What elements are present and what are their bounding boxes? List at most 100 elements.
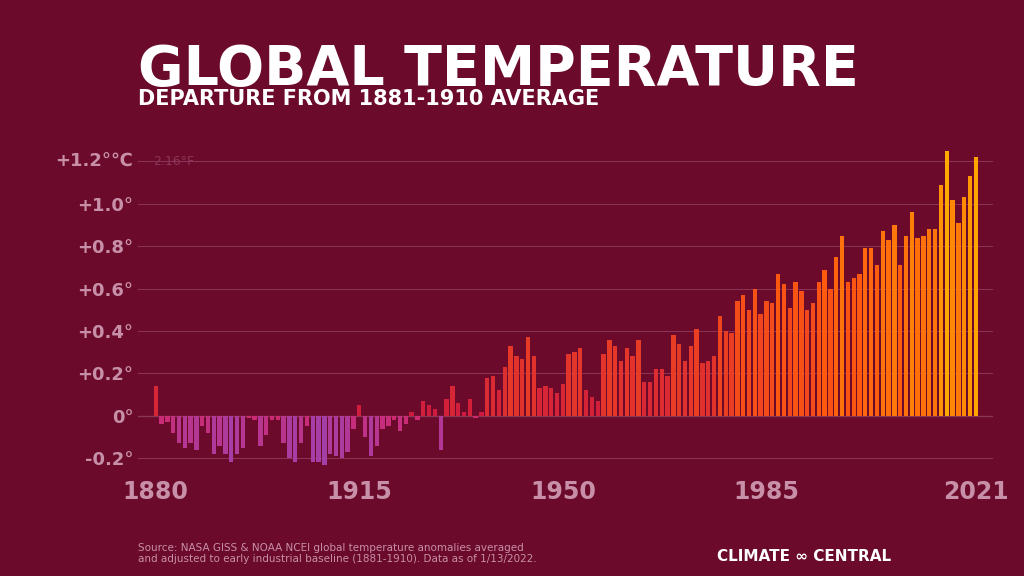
Bar — [171, 416, 175, 433]
Bar — [962, 198, 967, 416]
Bar — [846, 282, 850, 416]
Bar — [677, 344, 681, 416]
Bar — [787, 308, 792, 416]
Text: CLIMATE ∞ CENTRAL: CLIMATE ∞ CENTRAL — [717, 550, 891, 564]
Bar — [653, 369, 658, 416]
Bar — [857, 274, 861, 416]
Bar — [707, 361, 711, 416]
Bar — [229, 416, 233, 463]
Bar — [887, 240, 891, 416]
Bar — [659, 369, 664, 416]
Bar — [223, 416, 227, 454]
Bar — [863, 248, 867, 416]
Bar — [444, 399, 449, 416]
Bar — [939, 185, 943, 416]
Bar — [497, 391, 501, 416]
Bar — [590, 397, 594, 416]
Bar — [479, 412, 483, 416]
Bar — [305, 416, 309, 426]
Bar — [781, 285, 786, 416]
Bar — [392, 416, 396, 420]
Bar — [154, 386, 158, 416]
Bar — [584, 391, 589, 416]
Bar — [288, 416, 292, 458]
Bar — [543, 386, 548, 416]
Bar — [776, 274, 780, 416]
Bar — [828, 289, 833, 416]
Bar — [485, 378, 489, 416]
Bar — [944, 151, 949, 416]
Bar — [531, 357, 536, 416]
Bar — [922, 236, 926, 416]
Bar — [520, 359, 524, 416]
Bar — [718, 316, 722, 416]
Bar — [596, 401, 600, 416]
Bar — [456, 403, 461, 416]
Bar — [735, 301, 739, 416]
Bar — [904, 236, 908, 416]
Bar — [188, 416, 193, 444]
Bar — [974, 157, 978, 416]
Bar — [503, 367, 507, 416]
Bar — [362, 416, 368, 437]
Bar — [217, 416, 222, 445]
Bar — [351, 416, 355, 429]
Bar — [746, 310, 752, 416]
Bar — [416, 416, 420, 420]
Text: 2.16°F: 2.16°F — [153, 155, 194, 168]
Bar — [538, 388, 542, 416]
Bar — [410, 412, 414, 416]
Bar — [200, 416, 205, 426]
Bar — [898, 266, 902, 416]
Bar — [700, 363, 705, 416]
Bar — [490, 376, 496, 416]
Bar — [927, 229, 932, 416]
Bar — [840, 236, 844, 416]
Bar — [671, 335, 676, 416]
Bar — [282, 416, 286, 444]
Bar — [811, 304, 815, 416]
Bar — [601, 354, 606, 416]
Bar — [316, 416, 321, 463]
Bar — [468, 399, 472, 416]
Bar — [874, 266, 880, 416]
Bar — [607, 339, 611, 416]
Bar — [572, 353, 577, 416]
Bar — [299, 416, 303, 444]
Bar — [759, 314, 763, 416]
Bar — [234, 416, 240, 454]
Bar — [852, 278, 856, 416]
Bar — [683, 361, 687, 416]
Bar — [642, 382, 646, 416]
Bar — [369, 416, 373, 456]
Bar — [427, 406, 431, 416]
Bar — [549, 388, 553, 416]
Bar — [160, 416, 164, 425]
Bar — [648, 382, 652, 416]
Bar — [258, 416, 262, 445]
Bar — [770, 304, 774, 416]
Bar — [334, 416, 338, 456]
Text: +1.2°℃: +1.2°℃ — [54, 153, 132, 170]
Bar — [182, 416, 187, 448]
Bar — [555, 392, 559, 416]
Bar — [933, 229, 937, 416]
Bar — [764, 301, 769, 416]
Bar — [753, 289, 757, 416]
Bar — [380, 416, 385, 429]
Text: DEPARTURE FROM 1881-1910 AVERAGE: DEPARTURE FROM 1881-1910 AVERAGE — [138, 89, 599, 109]
Bar — [968, 176, 972, 416]
Bar — [566, 354, 570, 416]
Bar — [323, 416, 327, 465]
Bar — [514, 357, 518, 416]
Bar — [270, 416, 274, 420]
Bar — [241, 416, 245, 448]
Bar — [909, 213, 914, 416]
Bar — [421, 401, 425, 416]
Bar — [357, 406, 361, 416]
Bar — [293, 416, 297, 463]
Bar — [794, 282, 798, 416]
Bar — [247, 416, 251, 418]
Bar — [835, 257, 839, 416]
Bar — [625, 348, 629, 416]
